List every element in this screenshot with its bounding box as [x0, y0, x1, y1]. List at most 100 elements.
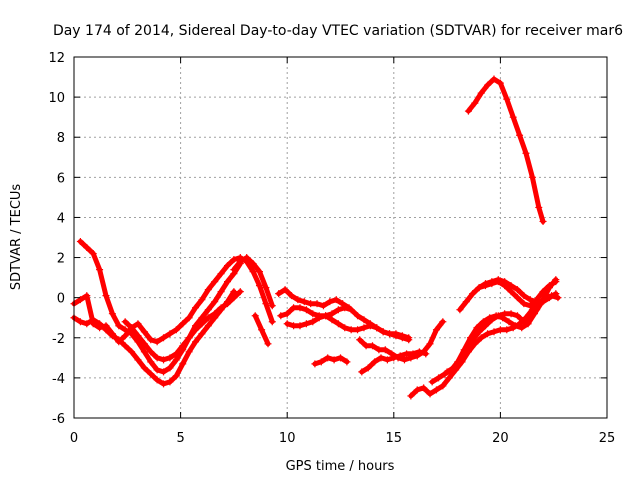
- data-point: [277, 312, 285, 320]
- data-point: [403, 350, 411, 358]
- data-point: [464, 107, 472, 115]
- data-point: [379, 328, 387, 336]
- data-point: [147, 348, 155, 356]
- data-point: [477, 89, 485, 97]
- y-tick-label: -2: [52, 332, 65, 347]
- data-point: [192, 304, 200, 312]
- data-point: [96, 266, 104, 274]
- data-point: [134, 356, 142, 364]
- data-point: [102, 326, 110, 334]
- data-point: [224, 278, 232, 286]
- data-point: [281, 286, 289, 294]
- data-point: [211, 310, 219, 318]
- series-arc-7: [275, 286, 353, 312]
- data-point: [526, 296, 534, 304]
- data-point: [236, 288, 244, 296]
- x-tick-label: 0: [70, 431, 78, 446]
- data-point: [469, 336, 477, 344]
- data-point: [520, 300, 528, 308]
- data-point: [471, 99, 479, 107]
- data-point: [121, 326, 129, 334]
- data-point: [83, 292, 91, 300]
- data-point: [435, 374, 443, 382]
- data-point: [268, 318, 276, 326]
- data-point: [102, 292, 110, 300]
- data-point: [172, 350, 180, 358]
- data-point: [179, 342, 187, 350]
- data-point: [360, 316, 368, 324]
- data-point: [328, 316, 336, 324]
- data-point: [255, 282, 263, 290]
- data-point: [313, 300, 321, 308]
- data-point: [307, 300, 315, 308]
- data-point: [456, 356, 464, 364]
- data-point: [347, 306, 355, 314]
- data-point: [311, 360, 319, 368]
- x-axis-label: GPS time / hours: [286, 459, 395, 474]
- data-point: [477, 334, 485, 342]
- y-tick-label: -4: [52, 372, 65, 387]
- data-point: [439, 318, 447, 326]
- data-point: [507, 288, 515, 296]
- data-point: [337, 354, 344, 362]
- data-point: [192, 338, 200, 346]
- series-arc-6: [251, 312, 272, 348]
- x-tick-label: 15: [386, 431, 403, 446]
- data-point: [160, 356, 168, 364]
- data-point: [545, 294, 553, 302]
- data-point: [341, 304, 349, 312]
- data-point: [490, 328, 498, 336]
- data-point: [166, 354, 174, 362]
- data-point: [290, 304, 298, 312]
- data-point: [309, 310, 317, 318]
- data-point: [319, 302, 327, 310]
- x-tick-label: 20: [492, 431, 509, 446]
- data-point: [545, 282, 553, 290]
- data-point: [134, 332, 142, 340]
- data-point: [166, 378, 174, 386]
- series-line: [357, 319, 446, 363]
- series-line: [408, 293, 561, 399]
- data-point: [153, 366, 161, 374]
- data-point: [533, 306, 541, 314]
- data-point: [475, 328, 483, 336]
- plot-frame: [73, 56, 608, 419]
- data-point: [347, 326, 355, 334]
- data-point: [481, 282, 489, 290]
- data-point: [230, 266, 238, 274]
- data-point: [128, 348, 136, 356]
- data-point: [375, 346, 383, 354]
- series-line: [465, 76, 546, 224]
- data-point: [294, 296, 302, 304]
- data-point: [354, 312, 362, 320]
- y-tick-label: 10: [48, 91, 65, 106]
- data-point: [343, 358, 351, 366]
- y-tick-label: 6: [57, 171, 65, 186]
- data-point: [147, 370, 155, 378]
- data-point: [296, 322, 304, 330]
- data-point: [315, 314, 323, 322]
- data-point: [407, 392, 415, 400]
- data-point: [392, 332, 400, 340]
- data-point: [153, 354, 161, 362]
- series-arc-17: [475, 278, 560, 310]
- data-point: [428, 378, 436, 386]
- data-point: [513, 294, 521, 302]
- series-arc-4: [121, 288, 244, 364]
- data-point: [334, 320, 342, 328]
- data-point: [383, 356, 391, 364]
- data-point: [484, 330, 492, 338]
- data-point: [115, 322, 123, 330]
- data-point: [153, 376, 161, 384]
- data-point: [432, 386, 440, 394]
- data-point: [153, 338, 161, 346]
- data-point: [505, 318, 513, 326]
- data-point: [400, 356, 408, 364]
- data-point: [368, 342, 376, 350]
- data-point: [89, 316, 97, 324]
- data-point: [192, 326, 200, 334]
- x-tick-label: 5: [176, 431, 184, 446]
- data-point: [488, 280, 496, 288]
- data-point: [494, 278, 502, 286]
- data-point: [172, 372, 180, 380]
